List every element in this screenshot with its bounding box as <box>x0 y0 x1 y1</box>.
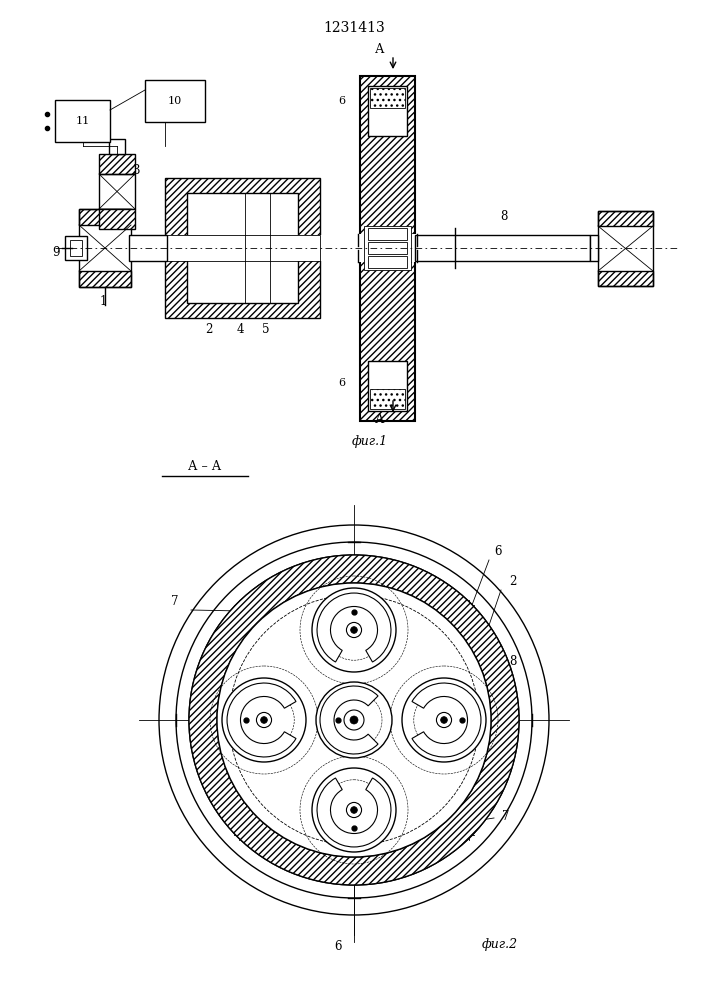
Text: 4: 4 <box>237 323 245 336</box>
Text: 5: 5 <box>262 323 269 336</box>
Bar <box>598 271 653 286</box>
Bar <box>370 88 405 108</box>
Bar <box>368 86 407 136</box>
Circle shape <box>316 682 392 758</box>
Circle shape <box>326 692 382 748</box>
Wedge shape <box>317 593 391 662</box>
Bar <box>99 174 135 209</box>
Bar <box>370 389 405 409</box>
Text: 2: 2 <box>509 575 516 588</box>
Text: 1231413: 1231413 <box>323 21 385 35</box>
Text: 1: 1 <box>100 295 107 308</box>
Bar <box>160 235 325 261</box>
Bar <box>165 235 320 261</box>
Circle shape <box>344 710 364 730</box>
Bar <box>187 193 298 303</box>
Text: 6: 6 <box>494 545 501 558</box>
Bar <box>70 240 82 256</box>
Bar <box>368 242 407 254</box>
Circle shape <box>324 600 384 660</box>
Circle shape <box>346 802 361 818</box>
Bar <box>364 226 411 270</box>
Bar <box>99 209 135 229</box>
Circle shape <box>312 588 396 672</box>
Circle shape <box>350 716 358 724</box>
Circle shape <box>189 555 519 885</box>
Text: 9: 9 <box>52 246 59 259</box>
Circle shape <box>217 583 491 857</box>
Circle shape <box>312 768 396 852</box>
Text: 11: 11 <box>76 116 90 126</box>
Bar <box>590 235 598 261</box>
Text: 7: 7 <box>171 595 178 608</box>
Wedge shape <box>412 683 481 757</box>
Bar <box>65 236 87 260</box>
Text: А: А <box>375 413 385 426</box>
Text: 6: 6 <box>338 378 345 388</box>
Circle shape <box>402 678 486 762</box>
Circle shape <box>159 525 549 915</box>
Bar <box>79 209 131 225</box>
Bar <box>368 228 407 240</box>
Text: 8: 8 <box>500 210 508 223</box>
Circle shape <box>436 712 452 728</box>
Bar <box>598 211 653 226</box>
Wedge shape <box>317 778 391 847</box>
Bar <box>368 361 407 411</box>
Wedge shape <box>189 555 519 885</box>
Text: 6: 6 <box>334 940 341 953</box>
Bar <box>79 209 131 287</box>
Text: А: А <box>375 43 385 56</box>
Circle shape <box>351 807 357 813</box>
Text: 7: 7 <box>502 810 510 823</box>
Bar <box>358 234 417 262</box>
Bar <box>598 211 653 286</box>
Text: 10: 10 <box>168 96 182 106</box>
Text: 8: 8 <box>509 655 516 668</box>
Bar <box>99 154 135 174</box>
Circle shape <box>176 542 532 898</box>
Text: 6: 6 <box>338 96 345 106</box>
Text: А – А: А – А <box>188 460 221 473</box>
Bar <box>145 80 205 122</box>
Wedge shape <box>227 683 296 757</box>
Bar <box>129 235 167 261</box>
Circle shape <box>261 717 267 723</box>
Circle shape <box>234 690 294 750</box>
Text: 2: 2 <box>205 323 212 336</box>
Bar <box>165 178 320 318</box>
Bar <box>55 100 110 142</box>
Circle shape <box>222 678 306 762</box>
Circle shape <box>324 780 384 840</box>
Wedge shape <box>320 686 378 754</box>
Bar <box>79 271 131 287</box>
Circle shape <box>257 712 271 728</box>
Circle shape <box>229 595 479 845</box>
Circle shape <box>414 690 474 750</box>
Text: фиг.2: фиг.2 <box>482 938 518 951</box>
Circle shape <box>440 717 448 723</box>
Bar <box>360 76 415 421</box>
Circle shape <box>351 627 357 633</box>
Bar <box>368 256 407 268</box>
Text: фиг.1: фиг.1 <box>352 435 388 448</box>
Circle shape <box>346 622 361 638</box>
Bar <box>415 235 590 261</box>
Text: 3: 3 <box>132 164 139 177</box>
Bar <box>109 139 125 154</box>
